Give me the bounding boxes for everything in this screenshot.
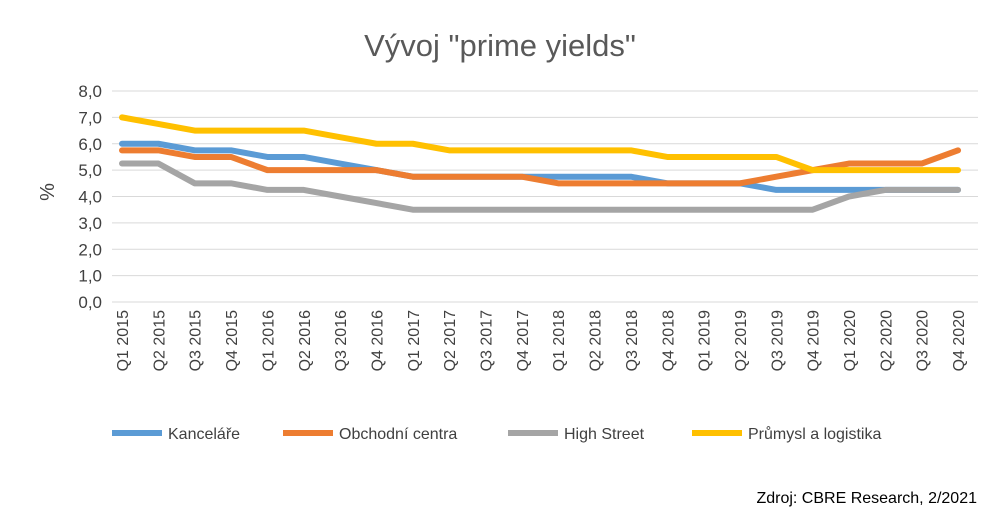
x-tick-label: Q2 2018 <box>588 310 605 371</box>
x-tick-label: Q2 2017 <box>442 310 459 371</box>
y-tick-label: 5,0 <box>78 161 102 180</box>
y-tick-label: 6,0 <box>78 135 102 154</box>
x-tick-label: Q4 2018 <box>660 310 677 371</box>
x-tick-label: Q2 2016 <box>297 310 314 371</box>
series-line-0 <box>119 140 962 193</box>
x-tick-label: Q4 2020 <box>951 310 968 371</box>
y-tick-label: 2,0 <box>78 240 102 259</box>
legend-label: Kanceláře <box>168 426 240 443</box>
x-tick-label: Q1 2015 <box>115 310 132 371</box>
legend-label: Obchodní centra <box>339 426 457 443</box>
x-tick-label: Q1 2017 <box>406 310 423 371</box>
x-tick-label: Q4 2016 <box>369 310 386 371</box>
x-tick-label: Q2 2020 <box>878 310 895 371</box>
series-line-2 <box>119 160 962 213</box>
y-tick-label: 1,0 <box>78 267 102 286</box>
x-tick-label: Q1 2020 <box>842 310 859 371</box>
legend-label: High Street <box>564 426 645 443</box>
x-tick-label: Q4 2019 <box>806 310 823 371</box>
x-tick-label: Q1 2018 <box>551 310 568 371</box>
x-tick-label: Q1 2016 <box>260 310 277 371</box>
x-tick-label: Q4 2015 <box>224 310 241 371</box>
y-tick-label: 8,0 <box>78 82 102 101</box>
series-line-3 <box>119 114 962 174</box>
x-tick-label: Q3 2016 <box>333 310 350 371</box>
x-tick-label: Q3 2017 <box>479 310 496 371</box>
x-tick-label: Q1 2019 <box>697 310 714 371</box>
x-tick-label: Q3 2019 <box>769 310 786 371</box>
source-note: Zdroj: CBRE Research, 2/2021 <box>756 490 977 507</box>
y-axis-label: % <box>37 183 59 201</box>
x-tick-label: Q3 2020 <box>915 310 932 371</box>
y-tick-label: 0,0 <box>78 293 102 312</box>
legend-label: Průmysl a logistika <box>748 425 881 443</box>
y-tick-label: 4,0 <box>78 188 102 207</box>
x-tick-label: Q3 2015 <box>188 310 205 371</box>
y-tick-label: 7,0 <box>78 108 102 127</box>
y-tick-label: 3,0 <box>78 214 102 233</box>
x-tick-label: Q2 2015 <box>151 310 168 371</box>
chart-title: Vývoj "prime yields" <box>364 28 636 63</box>
x-tick-label: Q2 2019 <box>733 310 750 371</box>
x-tick-label: Q3 2018 <box>624 310 641 371</box>
x-tick-label: Q4 2017 <box>515 310 532 371</box>
